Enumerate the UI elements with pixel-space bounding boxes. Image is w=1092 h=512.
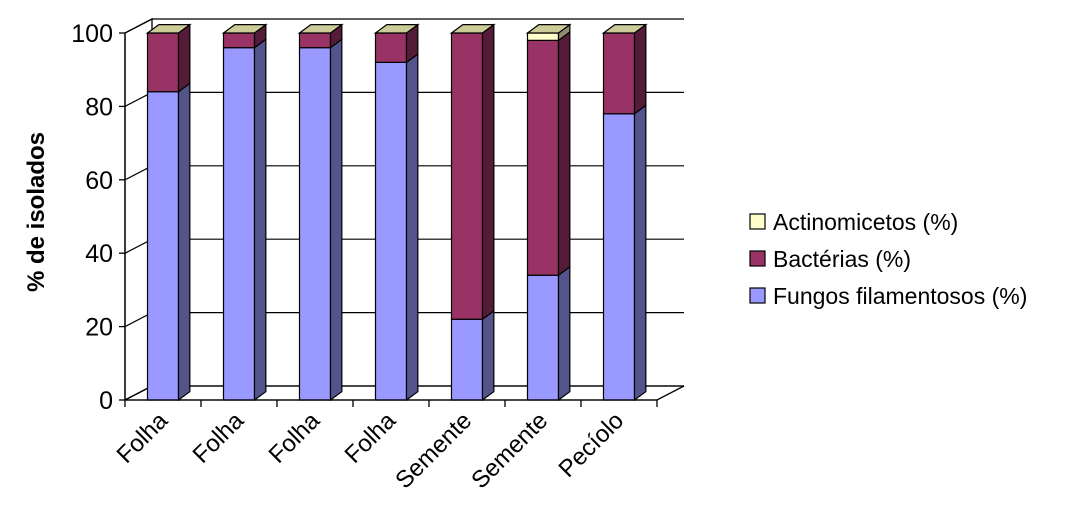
y-tick-label: 20 — [85, 314, 113, 342]
legend-swatch — [749, 287, 766, 304]
bar-segment — [374, 52, 419, 402]
x-tick-label: Folha — [264, 407, 326, 469]
bar-segment — [222, 38, 267, 402]
bar-segment — [450, 23, 495, 321]
bar-top — [373, 24, 420, 34]
gridline — [124, 18, 684, 34]
bar-segment — [526, 30, 571, 277]
bar-side — [633, 23, 647, 115]
bar-top — [601, 24, 648, 34]
bar-front — [602, 113, 636, 401]
legend-item: Bactérias (%) — [749, 246, 911, 272]
bar-side — [481, 23, 495, 321]
bar-top — [297, 24, 344, 34]
y-tick-label: 60 — [85, 167, 113, 195]
legend-label: Fungos filamentosos (%) — [773, 283, 1027, 309]
bar-top — [145, 24, 192, 34]
legend: Actinomicetos (%) Bactérias (%) Fungos fil… — [749, 209, 1027, 309]
bar-front — [298, 32, 332, 49]
legend-item: Fungos filamentosos (%) — [749, 283, 1027, 309]
y-tick-label: 0 — [99, 387, 113, 415]
bar-top — [449, 24, 496, 34]
bar-segment — [146, 23, 191, 93]
legend-swatch — [749, 213, 766, 230]
bar-front — [298, 47, 332, 401]
y-axis-label: % de isolados — [23, 132, 50, 292]
bar-front — [374, 32, 408, 63]
bar-front — [450, 32, 484, 320]
bar-side — [177, 23, 191, 93]
legend-swatch — [749, 250, 766, 267]
bar-front — [374, 61, 408, 401]
bar-front — [146, 91, 180, 401]
y-tick-label: 80 — [85, 93, 113, 121]
bar-top — [525, 24, 572, 34]
bar-side — [633, 104, 647, 402]
y-tick-label: 100 — [71, 20, 113, 48]
legend-item: Actinomicetos (%) — [749, 209, 958, 235]
legend-label: Bactérias (%) — [773, 246, 911, 272]
bar-segment — [526, 265, 571, 402]
bars — [145, 23, 648, 402]
x-tick-label: Folha — [340, 407, 402, 469]
bar-segment — [298, 38, 343, 402]
bar-side — [329, 38, 343, 402]
x-tick-label: Semente — [466, 407, 553, 494]
y-tick-label: 40 — [85, 240, 113, 268]
bar-front — [222, 32, 256, 49]
x-tick-label: Folha — [112, 407, 174, 469]
bar-front — [450, 318, 484, 401]
bar-segment — [450, 309, 495, 402]
bar-front — [526, 39, 560, 276]
bar-segment — [146, 82, 191, 402]
bar-front — [602, 32, 636, 115]
bar-side — [253, 38, 267, 402]
bar-top — [221, 24, 268, 34]
bar-segment — [602, 104, 647, 402]
bar-segment — [374, 23, 419, 64]
bar-side — [557, 265, 571, 402]
x-tick-label: Folha — [188, 407, 250, 469]
bar-side — [481, 309, 495, 402]
bar-front — [222, 47, 256, 401]
bar-side — [557, 30, 571, 277]
bar-side — [177, 82, 191, 402]
bar-side — [405, 52, 419, 402]
x-tick-label: Semente — [390, 407, 477, 494]
bar-front — [526, 32, 560, 41]
x-tick-label: Pecíolo — [554, 407, 630, 483]
legend-label: Actinomicetos (%) — [773, 209, 958, 235]
bar-front — [146, 32, 180, 93]
bar-segment — [602, 23, 647, 115]
bar-front — [526, 274, 560, 401]
